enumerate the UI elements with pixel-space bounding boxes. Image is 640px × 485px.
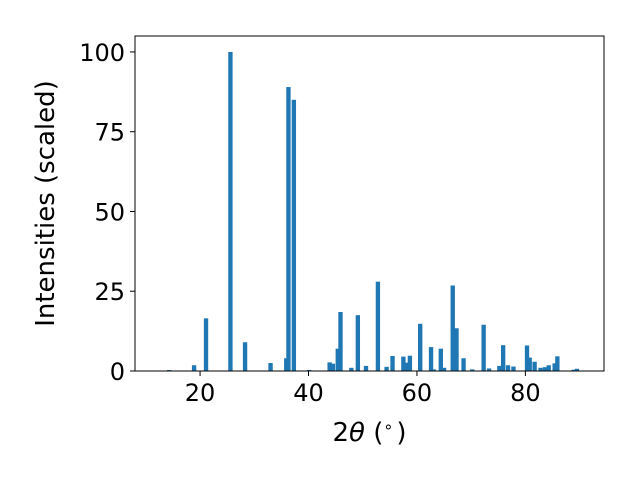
bar <box>405 362 410 371</box>
bar <box>375 281 381 371</box>
bar <box>418 323 423 371</box>
x-tick-label: 80 <box>510 379 541 407</box>
bar <box>505 365 511 371</box>
bar <box>450 285 455 371</box>
x-axis-label-theta: θ <box>349 418 365 448</box>
x-axis-label-prefix: 2 <box>332 418 349 448</box>
bar <box>363 365 369 371</box>
bar <box>481 324 486 371</box>
bar <box>401 356 406 371</box>
bar <box>428 347 434 371</box>
bar <box>335 348 340 371</box>
bar <box>538 367 543 371</box>
bar <box>291 99 297 371</box>
y-tick-label: 25 <box>94 278 125 306</box>
bar <box>286 87 291 372</box>
bar <box>355 315 361 371</box>
bar <box>327 362 332 371</box>
x-axis-label-close: ) <box>396 418 406 448</box>
bar <box>454 328 459 371</box>
bar <box>330 363 336 371</box>
bar <box>191 365 197 371</box>
y-tick-label: 0 <box>110 358 125 386</box>
bar <box>390 356 395 371</box>
bar <box>461 358 466 371</box>
bar <box>438 348 443 371</box>
bar <box>268 363 273 371</box>
bars-group <box>166 51 580 372</box>
y-tick-label: 100 <box>79 39 125 67</box>
y-tick-label: 75 <box>94 119 125 147</box>
bar <box>349 367 354 371</box>
bar <box>431 369 436 371</box>
bar <box>203 318 209 371</box>
bar <box>242 342 248 371</box>
bar <box>527 357 532 371</box>
x-axis-label: 2θ (∘) <box>332 417 406 448</box>
bar <box>228 51 233 371</box>
bar <box>486 368 492 371</box>
bar <box>338 311 343 371</box>
bar <box>384 366 389 371</box>
bar <box>555 356 560 371</box>
bar <box>470 369 475 371</box>
bar <box>532 361 537 371</box>
bar <box>546 365 551 371</box>
bar <box>542 367 548 371</box>
x-tick-label: 20 <box>185 379 216 407</box>
plot-frame <box>134 35 605 372</box>
y-tick-label: 50 <box>94 198 125 226</box>
bar <box>574 368 580 371</box>
x-axis-label-degree: ∘ <box>383 417 393 436</box>
bar <box>552 363 557 371</box>
bar <box>511 366 516 371</box>
x-tick-label: 60 <box>402 379 433 407</box>
bar <box>500 345 506 371</box>
x-tick-label: 40 <box>293 379 324 407</box>
bar <box>497 365 502 371</box>
bar <box>524 345 530 371</box>
x-axis-label-paren: ( <box>365 418 383 448</box>
bar <box>571 369 576 371</box>
bar <box>407 355 413 371</box>
y-axis-label: Intensities (scaled) <box>31 80 61 327</box>
ticks-group: 20 40 60 80 0 25 50 75 100 <box>79 39 540 407</box>
bar <box>441 367 447 371</box>
